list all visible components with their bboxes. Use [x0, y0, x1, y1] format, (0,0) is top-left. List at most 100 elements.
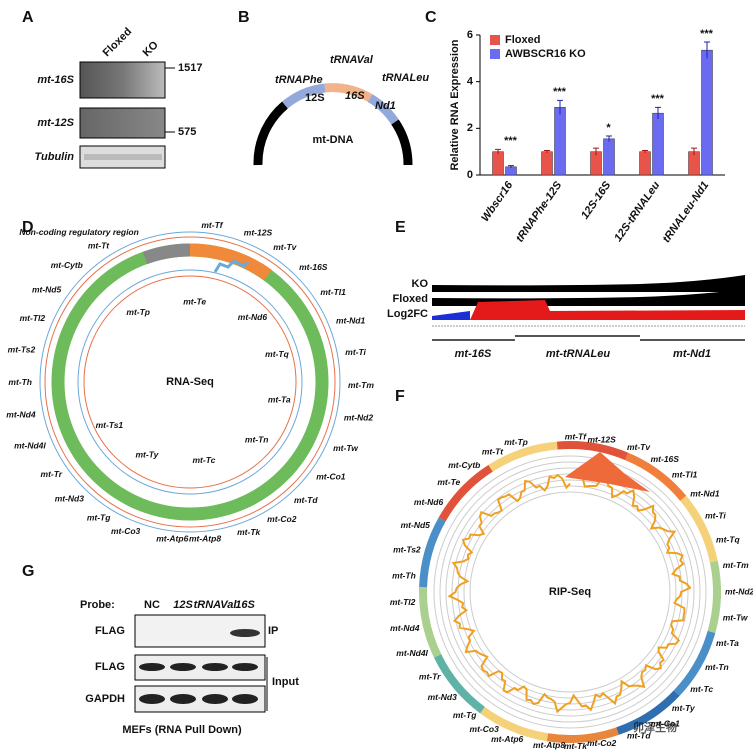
gene-label: mt-Nd2 — [344, 412, 374, 422]
gene-label: mt-16S — [455, 348, 492, 360]
y-tick-label: 0 — [467, 169, 473, 181]
segment-label: 12S — [305, 92, 325, 104]
gene-label: mt-Tr — [41, 469, 63, 479]
gene-label: mt-Tc — [690, 684, 713, 694]
gene-label: mt-Tl2 — [390, 597, 416, 607]
lane-label: KO — [141, 39, 161, 59]
gene-label: mt-Tp — [126, 307, 150, 317]
error-bar — [544, 150, 550, 153]
gene-label: mt-Tk — [237, 527, 261, 537]
segment-label: 16S — [345, 90, 365, 102]
gene-label: mt-Nd4 — [6, 410, 36, 420]
track-label: Floxed — [393, 293, 428, 305]
probe: tRNAVal — [194, 599, 238, 611]
gene-label: mt-12S — [244, 228, 273, 238]
significance: * — [606, 122, 611, 134]
gene-label: mt-12S — [587, 435, 616, 445]
row-label: Tubulin — [34, 151, 74, 163]
gene-label: mt-Co3 — [111, 526, 141, 536]
gene-label: mt-Nd6 — [238, 312, 268, 322]
gene-label: mt-Nd3 — [55, 493, 85, 503]
grid-ring — [469, 491, 671, 693]
row-label: mt-12S — [37, 117, 74, 129]
rip-seq-circle — [419, 441, 721, 743]
gene-label: mt-16S — [299, 262, 328, 272]
gene-label: mt-Co1 — [651, 719, 681, 729]
gene-ring — [419, 586, 442, 658]
gene-ring — [419, 517, 446, 588]
gene-ring — [546, 727, 619, 743]
gene-label: mt-Tr — [419, 671, 441, 681]
y-axis-label: Relative RNA Expression — [449, 39, 461, 170]
gene-label: mt-Tl1 — [320, 287, 346, 297]
bar-chart: 0 2 4 6 *** Wbscr16 *** tRNAPhe-12S * 12S-16S *** 1… — [467, 28, 725, 245]
gene-label: mt-Nd6 — [414, 497, 444, 507]
legend-label: AWBSCR16 KO — [505, 48, 586, 60]
y-tick-label: 2 — [467, 122, 473, 134]
caption: MEFs (RNA Pull Down) — [122, 724, 242, 736]
gene-label: mt-Tq — [265, 349, 289, 359]
rip-trace — [447, 473, 692, 714]
error-bar — [557, 99, 563, 115]
error-bar — [655, 106, 661, 119]
error-bar — [642, 150, 648, 153]
probe: NC — [144, 599, 160, 611]
gene-label: mt-Nd2 — [725, 586, 753, 596]
gene-label: mt-Ty — [135, 450, 159, 460]
significance: *** — [700, 28, 714, 40]
gene-label: mt-Tn — [705, 662, 729, 672]
gene-label: mt-Tw — [723, 613, 749, 623]
gene-label: mt-Ts2 — [393, 545, 421, 555]
significance: *** — [504, 135, 518, 147]
band — [230, 629, 260, 637]
gene-ring — [707, 560, 721, 634]
watermark: 卯泽生物 — [633, 720, 677, 734]
size-marker: 1517 — [178, 62, 202, 74]
bar — [554, 107, 566, 176]
error-bar — [704, 41, 710, 59]
x-tick-label: Wbscr16 — [479, 179, 516, 224]
lane-label: Floxed — [101, 26, 135, 60]
gene-label: mt-Atp8 — [189, 534, 221, 544]
gene-label: mt-Tv — [627, 442, 651, 452]
gene-label: mt-tRNALeu — [546, 348, 610, 360]
gene-label: mt-Te — [437, 477, 460, 487]
gene-label: mt-Ta — [268, 395, 291, 405]
coverage-tracks — [432, 275, 745, 341]
grid-ring — [463, 485, 677, 699]
bar — [652, 112, 664, 176]
gene-label: mt-Td — [294, 495, 318, 505]
gene-label: mt-Atp6 — [491, 734, 523, 744]
probe: 16S — [235, 599, 255, 611]
significance: *** — [651, 93, 665, 105]
gene-label: mt-Atp8 — [533, 740, 565, 750]
row-label: FLAG — [95, 661, 125, 673]
panel-letter: C — [425, 9, 437, 26]
panel-letter: A — [22, 9, 34, 26]
gene-label: mt-Atp6 — [156, 533, 188, 543]
gene-label: mt-Tw — [333, 443, 359, 453]
blot — [79, 61, 166, 99]
segment-label: tRNALeu — [382, 72, 429, 84]
track-label: Log2FC — [387, 308, 428, 320]
gene-label: mt-Tc — [192, 455, 215, 465]
gene-ring — [625, 452, 687, 501]
gene-label: mt-Nd1 — [690, 488, 720, 498]
error-bar — [691, 147, 697, 156]
gene-label: mt-Tl1 — [672, 469, 698, 479]
bar — [639, 151, 651, 176]
gene-label: Non-coding regulatory region — [19, 227, 138, 237]
legend-swatch — [490, 35, 500, 45]
gene-label: mt-Nd4l — [14, 441, 46, 451]
row-label: mt-16S — [37, 74, 74, 86]
panel-letter: B — [238, 9, 250, 26]
gene-label: mt-Ts1 — [96, 420, 124, 430]
gene-label: mt-Co1 — [316, 471, 346, 481]
group-label: Input — [272, 676, 299, 688]
circle-title: RIP-Seq — [549, 586, 591, 598]
size-marker: 575 — [178, 126, 196, 138]
segment-label: Nd1 — [375, 100, 396, 112]
gene-label: mt-Th — [8, 377, 32, 387]
gene-label: mt-Td — [627, 730, 651, 740]
arc-label: mt-DNA — [313, 134, 354, 146]
